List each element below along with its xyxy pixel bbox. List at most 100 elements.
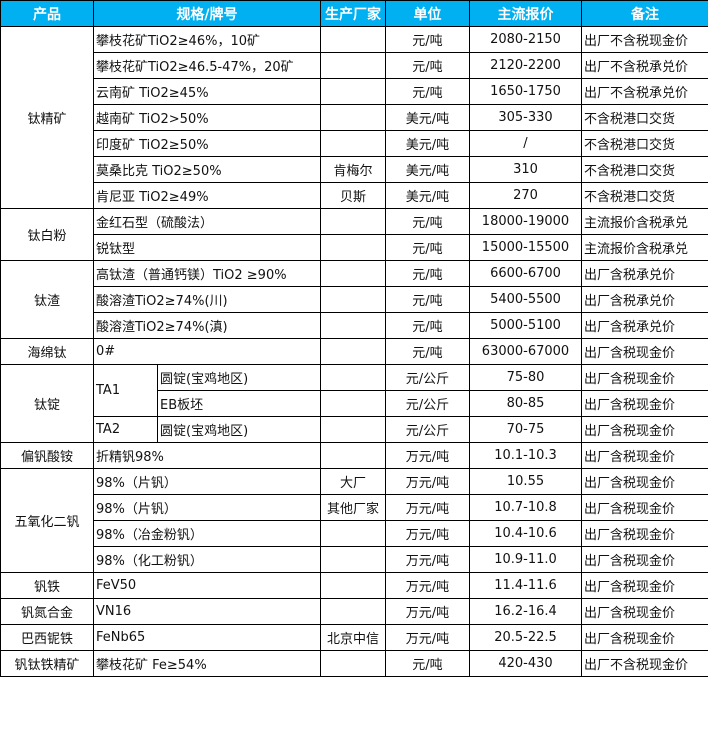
- maker-cell: [320, 364, 386, 391]
- note-cell: 主流报价含税承兑: [581, 234, 708, 261]
- unit-cell: 美元/吨: [385, 182, 470, 209]
- maker-cell: [320, 286, 386, 313]
- maker-cell: [320, 78, 386, 105]
- spec-cell: 酸溶渣TiO2≥74%(川): [93, 286, 321, 313]
- spec-cell: FeV50: [93, 572, 321, 599]
- note-cell: 出厂含税现金价: [581, 364, 708, 391]
- header-note: 备注: [581, 0, 708, 27]
- table-row: 98%（冶金粉钒） 万元/吨 10.4-10.6 出厂含税现金价: [1, 520, 708, 547]
- maker-cell: [320, 546, 386, 573]
- table-row: TA2 圆锭(宝鸡地区) 元/公斤 70-75 出厂含税现金价: [1, 416, 708, 443]
- price-cell: 18000-19000: [469, 208, 582, 235]
- maker-cell: [320, 312, 386, 339]
- maker-cell: [320, 52, 386, 79]
- unit-cell: 元/吨: [385, 286, 470, 313]
- price-cell: 5400-5500: [469, 286, 582, 313]
- note-cell: 出厂含税现金价: [581, 416, 708, 443]
- spec-cell: 圆锭(宝鸡地区): [157, 416, 321, 443]
- table-row: 越南矿 TiO2>50% 美元/吨 305-330 不含税港口交货: [1, 104, 708, 131]
- unit-cell: 元/吨: [385, 26, 470, 53]
- unit-cell: 万元/吨: [385, 494, 470, 521]
- product-cell: 钒钛铁精矿: [0, 650, 94, 677]
- product-cell: 偏钒酸铵: [0, 442, 94, 469]
- note-cell: 出厂含税现金价: [581, 572, 708, 599]
- maker-cell: [320, 26, 386, 53]
- header-spec: 规格/牌号: [93, 0, 321, 27]
- spec-cell: 折精钒98%: [93, 442, 321, 469]
- unit-cell: 元/吨: [385, 650, 470, 677]
- spec-cell: VN16: [93, 598, 321, 625]
- table-row: 五氧化二钒 98%（片钒） 大厂 万元/吨 10.55 出厂含税现金价: [0, 468, 708, 573]
- spec-cell: 圆锭(宝鸡地区): [157, 364, 321, 391]
- product-cell: 钛白粉: [0, 208, 94, 261]
- price-cell: /: [469, 130, 582, 157]
- unit-cell: 万元/吨: [385, 598, 470, 625]
- spec-cell: 云南矿 TiO2≥45%: [93, 78, 321, 105]
- note-cell: 出厂含税现金价: [581, 390, 708, 417]
- unit-cell: 万元/吨: [385, 468, 470, 495]
- maker-cell: [320, 442, 386, 469]
- price-cell: 15000-15500: [469, 234, 582, 261]
- price-cell: 2120-2200: [469, 52, 582, 79]
- price-cell: 63000-67000: [469, 338, 582, 365]
- maker-cell: 肯梅尔: [320, 156, 386, 183]
- unit-cell: 元/吨: [385, 234, 470, 261]
- maker-cell: [320, 104, 386, 131]
- table-row: 钛渣 高钛渣（普通钙镁）TiO2 ≥90% 元/吨 6600-6700 出厂含税承兑价: [0, 260, 708, 339]
- table-row: 钛锭 TA1 圆锭(宝鸡地区) 元/公斤 75-80 出厂含税现金价: [0, 364, 708, 443]
- note-cell: 不含税港口交货: [581, 130, 708, 157]
- note-cell: 出厂含税承兑价: [581, 312, 708, 339]
- spec-cell: 98%（冶金粉钒）: [93, 520, 321, 547]
- note-cell: 出厂含税现金价: [581, 520, 708, 547]
- spec-cell: 98%（化工粉钒）: [93, 546, 321, 573]
- table-row: 锐钛型 元/吨 15000-15500 主流报价含税承兑: [1, 234, 708, 261]
- spec-cell: 越南矿 TiO2>50%: [93, 104, 321, 131]
- table-row: 酸溶渣TiO2≥74%(川) 元/吨 5400-5500 出厂含税承兑价: [1, 286, 708, 313]
- maker-cell: [320, 208, 386, 235]
- maker-cell: [320, 416, 386, 443]
- price-cell: 10.4-10.6: [469, 520, 582, 547]
- header-price: 主流报价: [469, 0, 582, 27]
- price-cell: 1650-1750: [469, 78, 582, 105]
- grade-cell: TA1: [93, 364, 158, 417]
- unit-cell: 元/公斤: [385, 416, 470, 443]
- price-cell: 20.5-22.5: [469, 624, 582, 651]
- price-cell: 80-85: [469, 390, 582, 417]
- product-cell: 巴西铌铁: [0, 624, 94, 651]
- note-cell: 出厂不含税承兑价: [581, 52, 708, 79]
- table-row: 钒钛铁精矿 攀枝花矿 Fe≥54% 元/吨 420-430 出厂不含税现金价: [0, 650, 708, 677]
- product-cell: 钛锭: [0, 364, 94, 443]
- note-cell: 出厂含税现金价: [581, 598, 708, 625]
- spec-cell: 酸溶渣TiO2≥74%(滇): [93, 312, 321, 339]
- unit-cell: 万元/吨: [385, 442, 470, 469]
- spec-cell: FeNb65: [93, 624, 321, 651]
- table-row: 印度矿 TiO2≥50% 美元/吨 / 不含税港口交货: [1, 130, 708, 157]
- unit-cell: 元/公斤: [385, 364, 470, 391]
- spec-cell: 高钛渣（普通钙镁）TiO2 ≥90%: [93, 260, 321, 287]
- spec-cell: 金红石型（硫酸法）: [93, 208, 321, 235]
- price-cell: 10.7-10.8: [469, 494, 582, 521]
- grade-cell: TA2: [93, 416, 158, 443]
- note-cell: 出厂含税现金价: [581, 624, 708, 651]
- table-row: 莫桑比克 TiO2≥50% 肯梅尔 美元/吨 310 不含税港口交货: [1, 156, 708, 183]
- table-row: 钒氮合金 VN16 万元/吨 16.2-16.4 出厂含税现金价: [0, 598, 708, 625]
- table-row: 偏钒酸铵 折精钒98% 万元/吨 10.1-10.3 出厂含税现金价: [0, 442, 708, 469]
- table-row: 海绵钛 0# 元/吨 63000-67000 出厂含税现金价: [0, 338, 708, 365]
- price-cell: 75-80: [469, 364, 582, 391]
- unit-cell: 元/吨: [385, 260, 470, 287]
- note-cell: 不含税港口交货: [581, 156, 708, 183]
- spec-cell: 攀枝花矿TiO2≥46.5-47%，20矿: [93, 52, 321, 79]
- note-cell: 出厂含税现金价: [581, 442, 708, 469]
- maker-cell: 大厂: [320, 468, 386, 495]
- price-cell: 10.1-10.3: [469, 442, 582, 469]
- unit-cell: 美元/吨: [385, 156, 470, 183]
- unit-cell: 元/吨: [385, 312, 470, 339]
- price-cell: 305-330: [469, 104, 582, 131]
- unit-cell: 万元/吨: [385, 624, 470, 651]
- table-row: 攀枝花矿TiO2≥46.5-47%，20矿 元/吨 2120-2200 出厂不含税承兑…: [1, 52, 708, 79]
- header-row: 产品 规格/牌号 生产厂家 单位 主流报价 备注: [0, 0, 708, 27]
- maker-cell: 北京中信: [320, 624, 386, 651]
- note-cell: 不含税港口交货: [581, 104, 708, 131]
- table-row: 钛精矿 攀枝花矿TiO2≥46%，10矿 元/吨 2080-2150 出厂不含税现金价: [0, 26, 708, 209]
- table-row: 酸溶渣TiO2≥74%(滇) 元/吨 5000-5100 出厂含税承兑价: [1, 312, 708, 339]
